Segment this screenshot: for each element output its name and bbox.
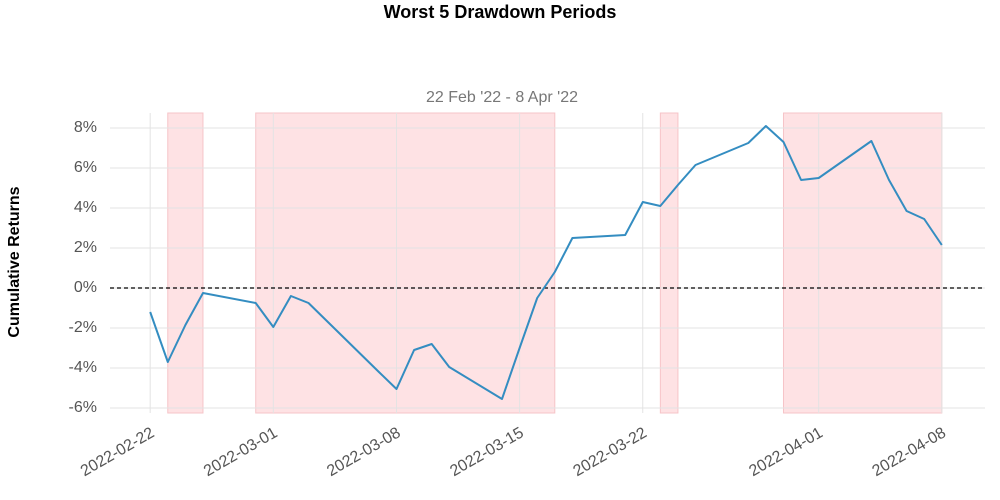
y-tick-label: 2% — [74, 239, 97, 256]
x-tick-label: 2022-04-08 — [870, 424, 949, 480]
drawdown-period — [255, 112, 556, 414]
chart-subtitle: 22 Feb '22 - 8 Apr '22 — [426, 89, 578, 106]
series-line — [149, 125, 943, 400]
y-tick-label: -6% — [69, 399, 97, 416]
x-tick-label: 2022-03-22 — [570, 424, 649, 480]
x-tick-label: 2022-04-01 — [746, 424, 825, 480]
y-tick-label: 0% — [74, 279, 97, 296]
y-tick-label: 4% — [74, 199, 97, 216]
x-tick-label: 2022-03-15 — [447, 424, 526, 480]
drawdown-period — [167, 112, 204, 414]
x-tick-label: 2022-03-01 — [201, 424, 280, 480]
drawdown-period — [782, 112, 943, 414]
y-tick-label: -4% — [69, 359, 97, 376]
chart-title: Worst 5 Drawdown Periods — [384, 2, 617, 22]
x-tick-label: 2022-03-08 — [324, 424, 403, 480]
drawdown-period — [659, 112, 679, 414]
y-axis-label: Cumulative Returns — [6, 186, 23, 337]
y-tick-label: 8% — [74, 119, 97, 136]
y-tick-label: -2% — [69, 319, 97, 336]
x-tick-label: 2022-02-22 — [78, 424, 157, 480]
y-tick-label: 6% — [74, 159, 97, 176]
